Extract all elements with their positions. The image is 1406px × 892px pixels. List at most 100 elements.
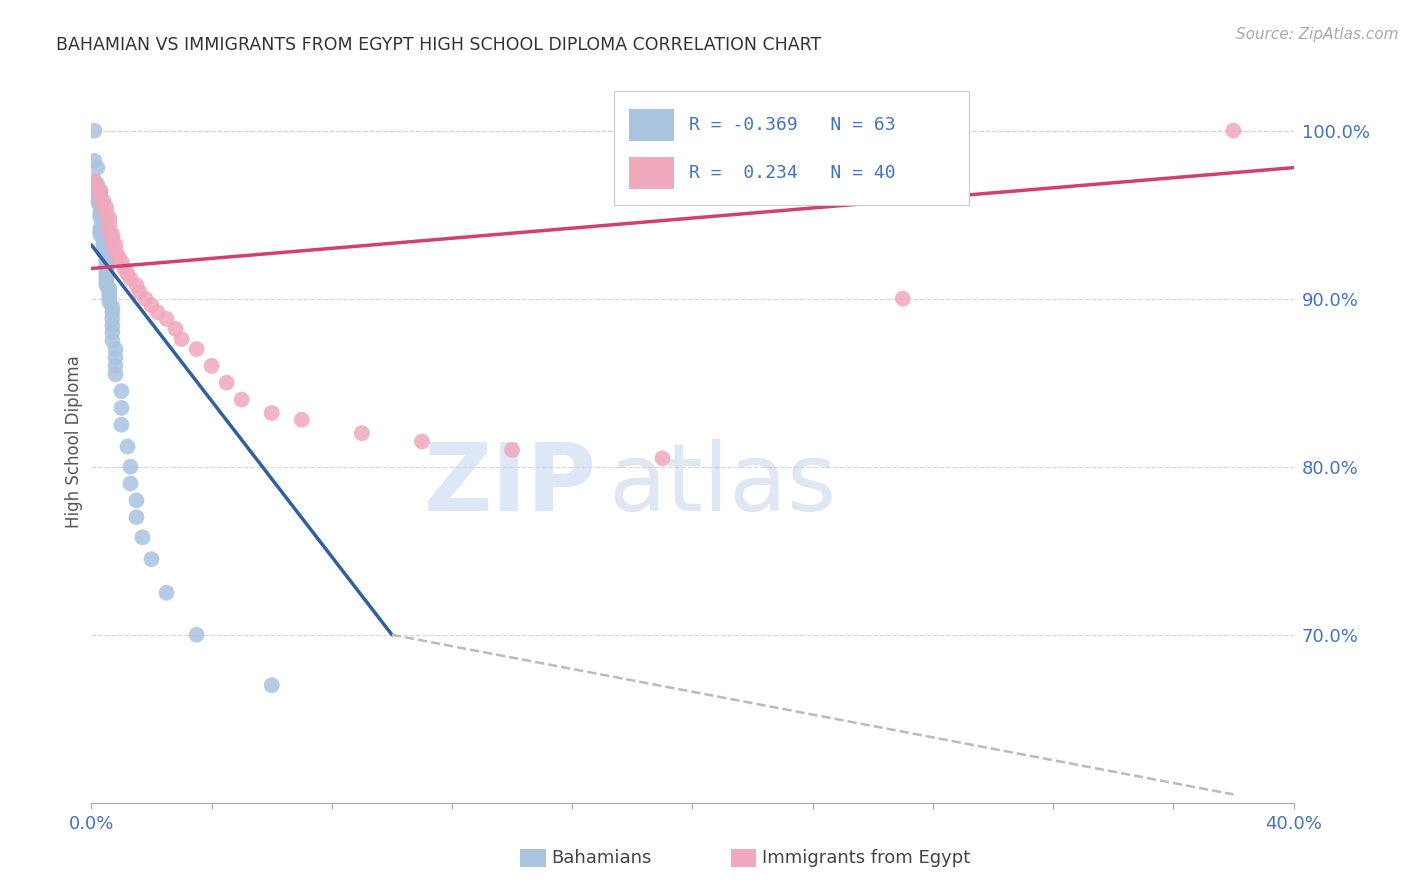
Point [891,292,914,306]
Point [110,254,132,268]
Point [96,252,118,266]
Point [101,300,124,314]
Point [120,271,142,285]
Point [104,244,127,259]
Point [155,311,177,326]
Point [110,401,132,415]
FancyBboxPatch shape [614,91,969,205]
Point [114,261,136,276]
Point [86,181,108,195]
Point [89,211,111,225]
Point [96,261,118,276]
Point [98,295,121,310]
Point [101,334,124,348]
Point [83,124,105,138]
Point [86,191,108,205]
Point [98,292,121,306]
Point [170,332,193,346]
Point [125,278,148,293]
Point [291,413,314,427]
Point [501,442,523,457]
Text: Immigrants from Egypt: Immigrants from Egypt [762,849,970,867]
Text: Bahamians: Bahamians [551,849,651,867]
Point [83,153,105,168]
Point [120,476,142,491]
Point [93,241,115,255]
Point [107,250,129,264]
Point [125,510,148,524]
Point [96,265,118,279]
Point [104,359,127,373]
Point [260,406,283,420]
Point [93,235,115,249]
Point [104,351,127,365]
Point [101,311,124,326]
Point [86,161,108,175]
Point [93,194,115,209]
Point [131,530,153,544]
Point [104,238,127,252]
Point [411,434,433,449]
Point [89,221,111,235]
Point [98,282,121,296]
Point [125,493,148,508]
Point [101,233,124,247]
Point [134,292,156,306]
FancyBboxPatch shape [628,110,675,141]
Point [165,322,187,336]
Point [96,258,118,272]
Point [89,227,111,242]
Point [98,211,121,225]
Point [141,298,163,312]
Point [117,440,139,454]
Point [117,267,139,281]
Point [89,184,111,198]
Point [101,305,124,319]
Point [89,184,111,198]
Text: atlas: atlas [609,439,837,531]
Point [98,285,121,299]
Point [350,426,373,441]
Point [96,278,118,293]
Point [155,586,177,600]
Text: Source: ZipAtlas.com: Source: ZipAtlas.com [1236,27,1399,42]
Point [128,285,150,299]
Point [96,268,118,283]
Point [83,174,105,188]
Point [231,392,253,407]
Point [96,208,118,222]
Point [110,417,132,432]
Point [101,326,124,340]
Point [86,187,108,202]
Text: R =  0.234   N = 40: R = 0.234 N = 40 [689,164,896,182]
Point [93,238,115,252]
Point [98,288,121,302]
Point [98,218,121,232]
Point [110,384,132,398]
Point [96,271,118,285]
Point [260,678,283,692]
FancyBboxPatch shape [628,157,675,189]
Point [651,451,673,466]
Point [96,254,118,268]
Point [104,342,127,356]
Point [89,197,111,211]
Point [89,208,111,222]
Point [141,552,163,566]
Point [215,376,238,390]
Point [96,248,118,262]
Point [93,214,115,228]
Point [86,178,108,192]
Point [101,227,124,242]
Point [86,194,108,209]
Point [93,231,115,245]
Point [120,459,142,474]
Point [201,359,224,373]
Text: BAHAMIAN VS IMMIGRANTS FROM EGYPT HIGH SCHOOL DIPLOMA CORRELATION CHART: BAHAMIAN VS IMMIGRANTS FROM EGYPT HIGH S… [56,36,821,54]
Point [96,201,118,215]
Point [98,225,121,239]
Point [83,174,105,188]
Y-axis label: High School Diploma: High School Diploma [65,355,83,528]
Point [89,204,111,219]
Text: R = -0.369   N = 63: R = -0.369 N = 63 [689,116,896,135]
